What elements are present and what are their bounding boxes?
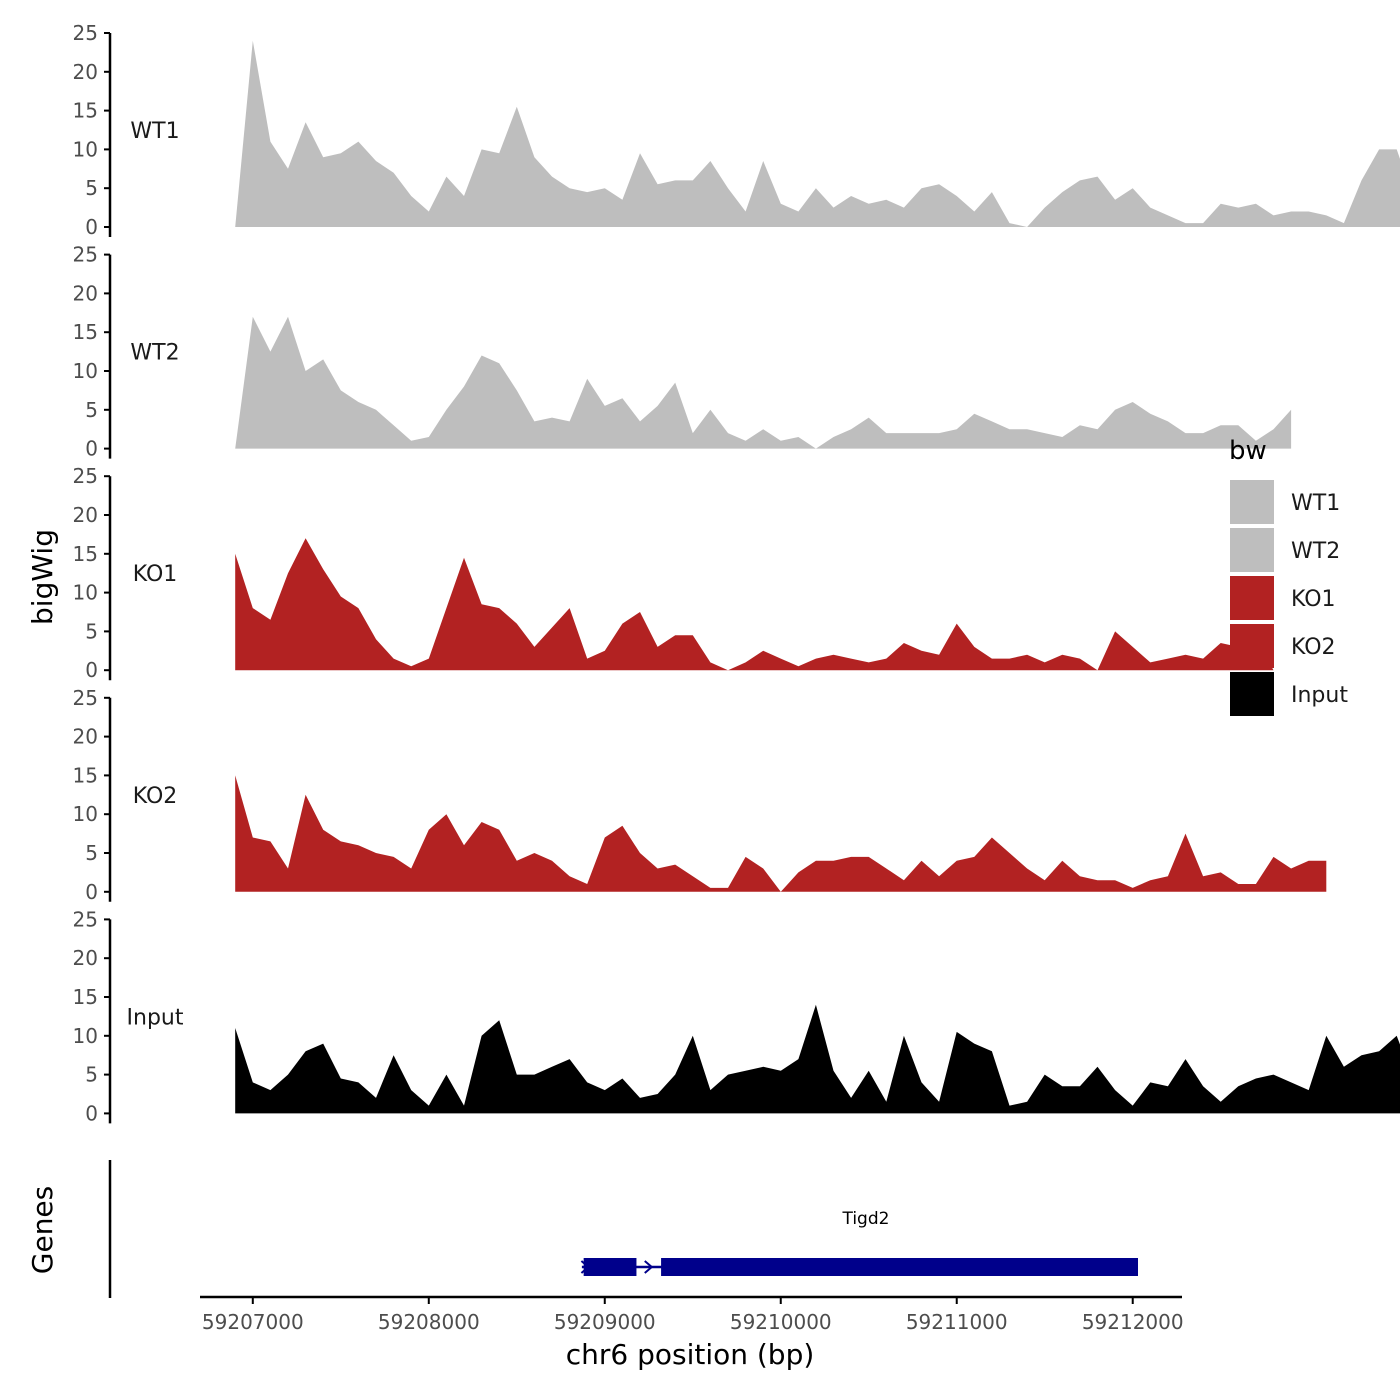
y-tick-label: 0 — [85, 880, 98, 904]
y-tick-label: 5 — [85, 1063, 98, 1087]
track-label-input: Input — [127, 1005, 184, 1030]
y-tick-label: 0 — [85, 658, 98, 682]
y-tick-label: 5 — [85, 841, 98, 865]
y-tick-label: 5 — [85, 398, 98, 422]
y-tick-label: 20 — [73, 281, 98, 305]
x-tick-label: 59211000 — [906, 1310, 1008, 1334]
track-ko1: 0 5 10 15 20 25 KO1 — [73, 464, 1274, 682]
x-tick-label: 59209000 — [554, 1310, 656, 1334]
legend-label-input: Input — [1291, 683, 1348, 708]
area-wt1 — [235, 40, 1400, 227]
y-tick-label: 5 — [85, 176, 98, 200]
legend-title: bw — [1229, 436, 1267, 466]
track-wt1: 0 5 10 15 20 25 WT1 — [73, 21, 1400, 239]
y-tick-label: 25 — [73, 464, 98, 488]
track-label-ko2: KO2 — [133, 784, 178, 809]
y-tick-label: 0 — [85, 1101, 98, 1125]
legend-label-wt2: WT2 — [1291, 539, 1340, 564]
track-wt2: 0 5 10 15 20 25 WT2 — [73, 243, 1292, 461]
y-tick-label: 25 — [73, 243, 98, 267]
track-label-ko1: KO1 — [133, 562, 178, 587]
gene-panel: Tigd2 — [108, 1160, 1139, 1298]
track-label-wt1: WT1 — [130, 119, 179, 144]
legend-label-ko2: KO2 — [1291, 635, 1336, 660]
y-tick-label: 20 — [73, 60, 98, 84]
gene-exon — [661, 1258, 1139, 1276]
y-tick-label: 10 — [73, 581, 98, 605]
gene-tigd2: Tigd2 — [580, 1209, 1139, 1276]
track-label-wt2: WT2 — [130, 341, 179, 366]
y-tick-label: 15 — [73, 99, 98, 123]
legend: bw WT1 WT2 KO1 KO2 Input — [1229, 436, 1348, 716]
y-tick-label: 5 — [85, 619, 98, 643]
y-axis-title: bigWig — [26, 529, 59, 625]
y-tick-label: 15 — [73, 320, 98, 344]
legend-label-wt1: WT1 — [1291, 491, 1340, 516]
y-tick-label: 15 — [73, 542, 98, 566]
y-tick-label: 10 — [73, 359, 98, 383]
track-input: 0 5 10 15 20 25 Input — [73, 907, 1400, 1125]
y-tick-label: 25 — [73, 907, 98, 931]
y-tick-label: 15 — [73, 985, 98, 1009]
gene-exon — [583, 1258, 637, 1276]
x-tick-label: 59208000 — [378, 1310, 480, 1334]
legend-swatch-ko2 — [1230, 624, 1274, 668]
coverage-tracks: 0510152025WT10510152025WT20510152025KO10… — [73, 21, 1400, 1125]
area-ko2 — [235, 775, 1327, 892]
y-tick-label: 25 — [73, 686, 98, 710]
track-ko2: 0 5 10 15 20 25 KO2 — [73, 686, 1327, 904]
y-tick-label: 25 — [73, 21, 98, 45]
y-tick-label: 10 — [73, 802, 98, 826]
x-tick-label: 59210000 — [730, 1310, 832, 1334]
x-axis-title: chr6 position (bp) — [566, 1338, 815, 1371]
y-tick-label: 10 — [73, 1024, 98, 1048]
x-tick-label: 59212000 — [1082, 1310, 1184, 1334]
y-tick-label: 0 — [85, 437, 98, 461]
y-tick-label: 20 — [73, 503, 98, 527]
y-tick-label: 15 — [73, 763, 98, 787]
legend-swatch-wt2 — [1230, 528, 1274, 572]
y-tick-label: 20 — [73, 725, 98, 749]
x-tick-label: 59207000 — [202, 1310, 304, 1334]
gene-track-title: Genes — [26, 1186, 59, 1274]
y-tick-label: 0 — [85, 215, 98, 239]
strand-arrow — [644, 1260, 654, 1274]
legend-swatch-wt1 — [1230, 480, 1274, 524]
legend-label-ko1: KO1 — [1291, 587, 1336, 612]
legend-swatch-ko1 — [1230, 576, 1274, 620]
x-axis: 59207000 59208000 59209000 59210000 59211000… — [200, 1295, 1184, 1334]
y-tick-label: 10 — [73, 137, 98, 161]
area-wt2 — [235, 316, 1292, 449]
area-ko1 — [235, 538, 1274, 671]
y-tick-label: 20 — [73, 946, 98, 970]
area-input — [235, 1004, 1400, 1114]
gene-label: Tigd2 — [841, 1209, 889, 1229]
legend-swatch-input — [1230, 672, 1274, 716]
